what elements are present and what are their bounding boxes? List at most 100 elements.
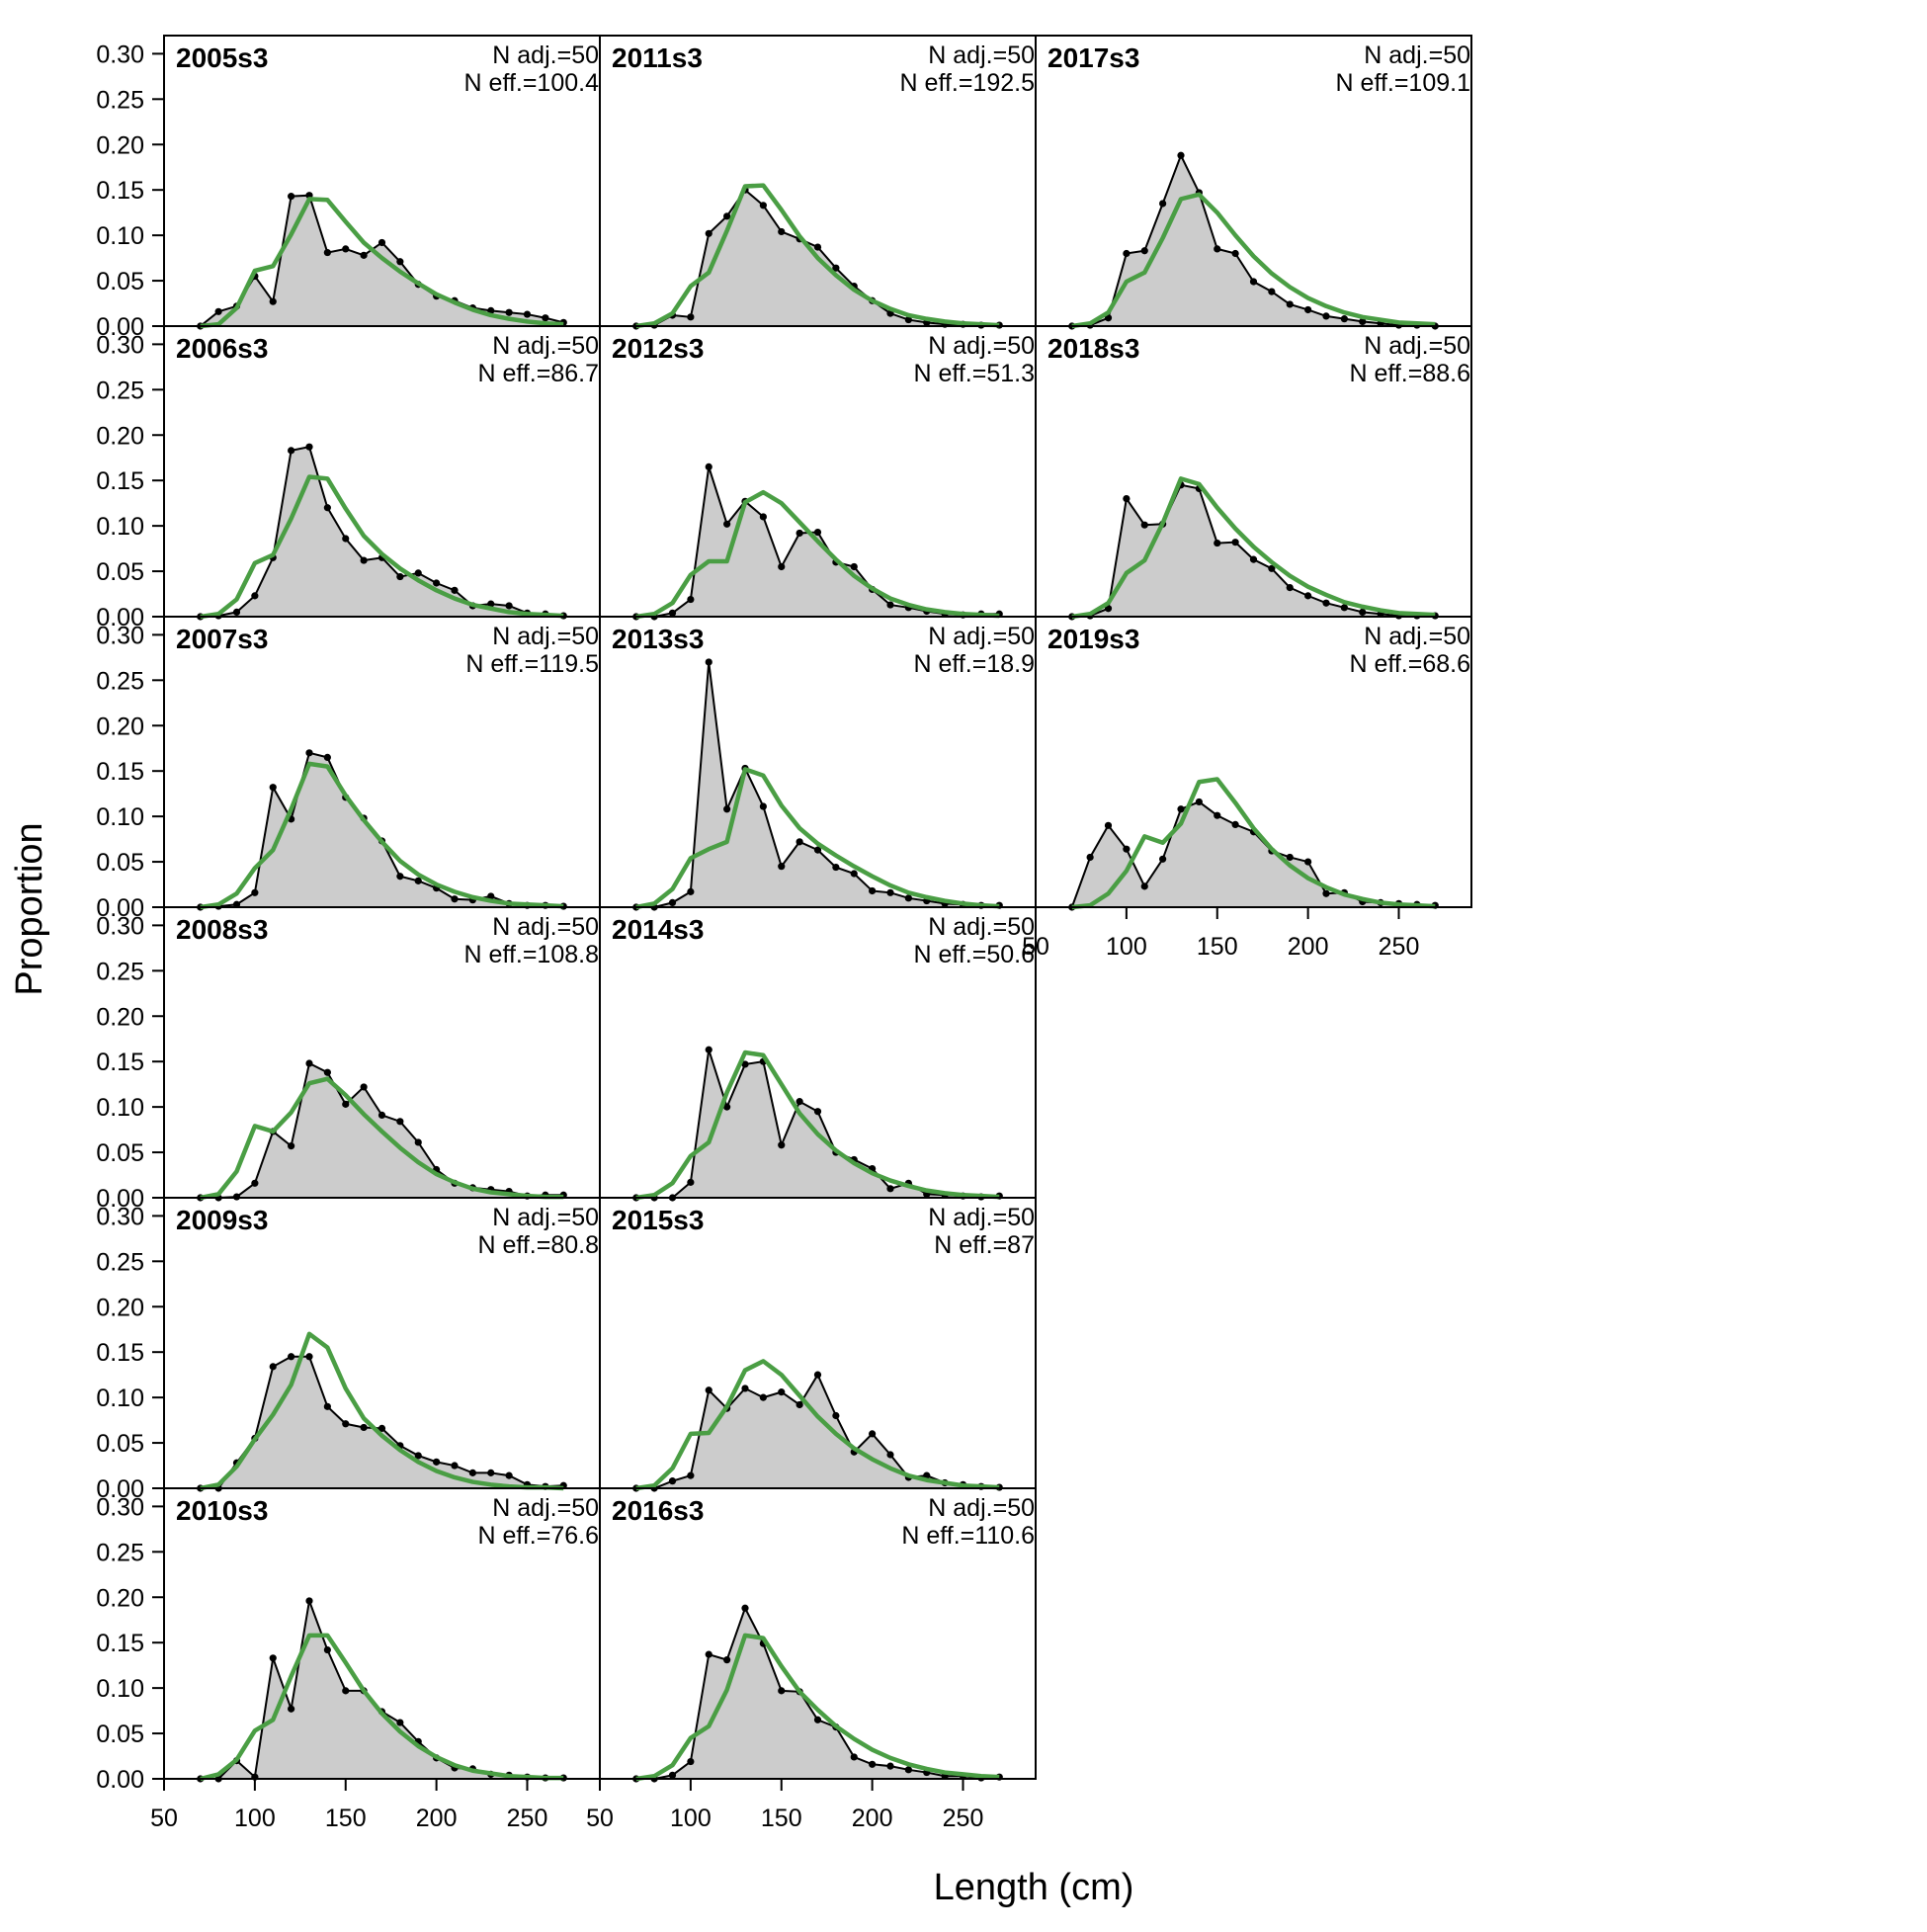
observed-point <box>668 1771 677 1779</box>
observed-area <box>1071 155 1436 326</box>
y-tick-label: 0.00 <box>96 1185 144 1213</box>
observed-point <box>1214 245 1221 253</box>
n-adj-label: N adj.=50 <box>928 623 1035 650</box>
n-adj-label: N adj.=50 <box>928 913 1035 941</box>
expected-line <box>200 474 564 620</box>
n-adj-label: N adj.=50 <box>1364 623 1470 650</box>
n-eff-label: N eff.=50.6 <box>913 941 1035 968</box>
y-tick-label: 0.05 <box>96 849 144 877</box>
y-tick-label: 0.30 <box>96 912 144 940</box>
y-tick-label: 0.20 <box>96 131 144 159</box>
y-tick-label: 0.10 <box>96 222 144 250</box>
y-tick-label: 0.05 <box>96 558 144 586</box>
observed-point <box>759 802 767 810</box>
observed-point <box>705 1650 712 1658</box>
observed-point <box>886 1451 894 1459</box>
observed-point <box>214 307 222 315</box>
observed-point <box>414 1138 422 1146</box>
y-tick-label: 0.15 <box>96 467 144 495</box>
observed-point <box>778 1687 786 1695</box>
observed-point <box>487 600 495 608</box>
x-tick-label: 100 <box>670 1805 712 1832</box>
n-adj-label: N adj.=50 <box>492 1204 599 1231</box>
observed-point <box>396 1719 404 1726</box>
panel-2017s3: 2017s3 N adj.=50N eff.=109.1 <box>1035 35 1472 330</box>
observed-point <box>288 1353 295 1361</box>
observed-point <box>414 569 422 577</box>
observed-point <box>396 258 404 266</box>
observed-point <box>305 1353 313 1361</box>
observed-point <box>1104 605 1113 613</box>
observed-point <box>705 462 712 471</box>
observed-point <box>396 873 404 881</box>
observed-point <box>723 520 731 528</box>
x-tick-label: 100 <box>234 1805 276 1832</box>
panel-2008s3: 2008s3 N adj.=50N eff.=108.8 0.00 0.05 0.10 0… <box>96 906 601 1213</box>
panel-grid: 2005s3 N adj.=50N eff.=100.40.000.050.100… <box>96 35 1472 1832</box>
observed-point <box>1322 599 1330 607</box>
observed-point <box>451 1462 459 1470</box>
observed-point <box>414 877 422 884</box>
expected-line <box>635 183 1000 329</box>
y-tick-label: 0.00 <box>96 1766 144 1794</box>
x-tick-label: 150 <box>761 1805 802 1832</box>
panel-label: 2011s3 <box>612 42 703 73</box>
y-tick-label: 0.00 <box>96 604 144 631</box>
n-adj-label: N adj.=50 <box>928 1494 1035 1522</box>
observed-point <box>468 1469 476 1476</box>
panel-2005s3: 2005s3 N adj.=50N eff.=100.4 0.00 0.05 0.10 0… <box>96 35 601 341</box>
y-tick-label: 0.15 <box>96 1630 144 1657</box>
observed-point <box>1140 247 1148 255</box>
n-eff-label: N eff.=108.8 <box>464 941 599 968</box>
y-tick-label: 0.30 <box>96 1493 144 1521</box>
x-tick-label: 150 <box>1197 933 1238 961</box>
observed-point <box>377 238 386 247</box>
n-eff-label: N eff.=109.1 <box>1336 69 1470 97</box>
observed-point <box>433 1458 441 1466</box>
observed-point <box>904 894 912 902</box>
observed-point <box>687 1178 695 1186</box>
expected-line <box>1071 192 1436 329</box>
observed-area <box>200 1356 564 1488</box>
y-tick-label: 0.00 <box>96 313 144 341</box>
observed-point <box>813 1716 822 1723</box>
x-tick-label: 150 <box>325 1805 367 1832</box>
observed-point <box>1159 200 1167 208</box>
n-adj-label: N adj.=50 <box>928 332 1035 360</box>
observed-point <box>723 1103 731 1111</box>
n-eff-label: N eff.=88.6 <box>1349 360 1470 387</box>
observed-point <box>813 1108 822 1116</box>
observed-point <box>505 308 513 316</box>
observed-point <box>1177 151 1185 159</box>
observed-point <box>813 846 822 854</box>
y-tick-label: 0.00 <box>96 1475 144 1503</box>
x-tick-label: 200 <box>416 1805 458 1832</box>
observed-point <box>342 245 350 253</box>
observed-point <box>342 535 350 543</box>
y-tick-label: 0.15 <box>96 758 144 786</box>
observed-point <box>668 609 677 617</box>
x-tick-label: 250 <box>1379 933 1420 961</box>
observed-point <box>1195 798 1203 806</box>
observed-point <box>323 248 331 257</box>
observed-point <box>1359 317 1367 326</box>
observed-point <box>1340 315 1348 323</box>
n-eff-label: N eff.=80.8 <box>477 1231 599 1259</box>
y-tick-label: 0.20 <box>96 422 144 450</box>
observed-point <box>269 1654 277 1662</box>
panel-label: 2013s3 <box>612 624 704 654</box>
observed-area <box>635 1375 1000 1488</box>
expected-line <box>200 1633 564 1782</box>
observed-area <box>635 1608 1000 1779</box>
x-tick-label: 100 <box>1106 933 1147 961</box>
panel-2007s3: 2007s3 N adj.=50N eff.=119.5 0.00 0.05 0.10 0… <box>96 616 601 922</box>
panel-label: 2008s3 <box>176 914 268 945</box>
observed-point <box>850 870 858 878</box>
observed-point <box>505 1471 513 1479</box>
observed-point <box>705 229 712 237</box>
observed-point <box>832 1411 840 1420</box>
observed-point <box>1286 584 1294 592</box>
observed-point <box>251 888 259 896</box>
observed-point <box>796 1098 803 1106</box>
observed-point <box>796 1400 803 1409</box>
